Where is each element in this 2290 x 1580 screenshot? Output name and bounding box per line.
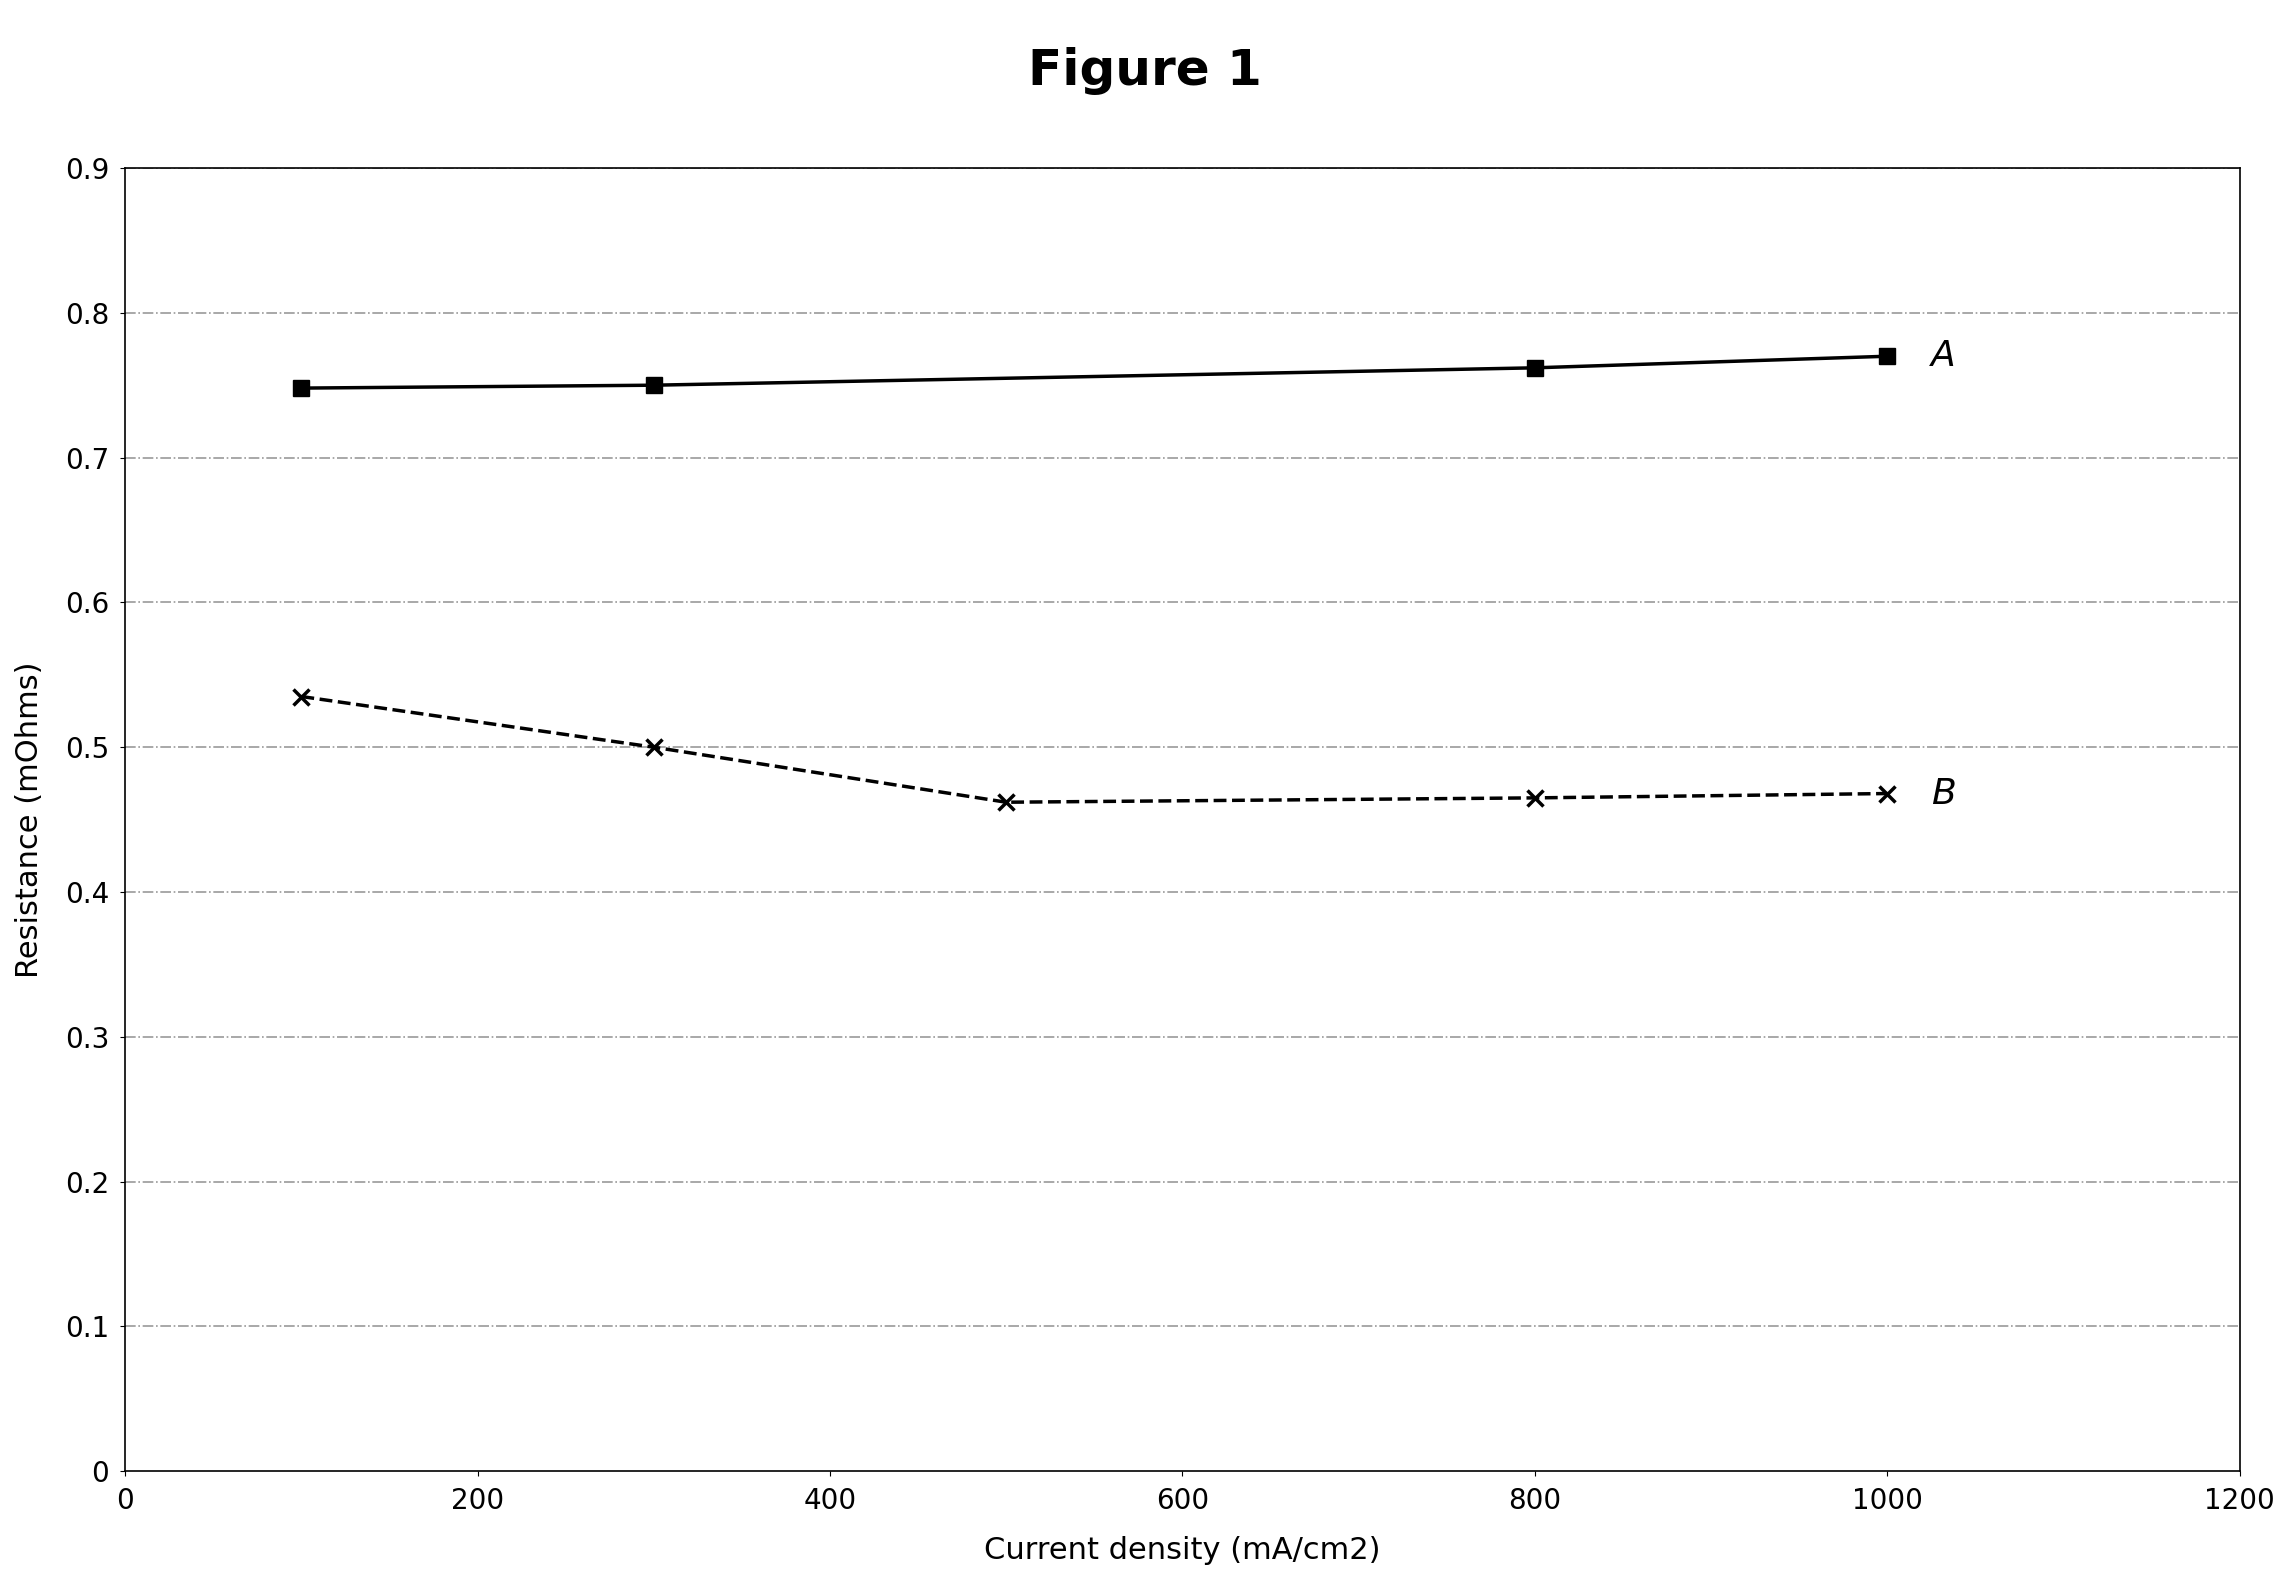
- Text: Figure 1: Figure 1: [1028, 47, 1262, 95]
- X-axis label: Current density (mA/cm2): Current density (mA/cm2): [985, 1536, 1381, 1566]
- Text: B: B: [1930, 776, 1956, 811]
- Y-axis label: Resistance (mOhms): Resistance (mOhms): [16, 662, 44, 978]
- Text: A: A: [1930, 340, 1956, 373]
